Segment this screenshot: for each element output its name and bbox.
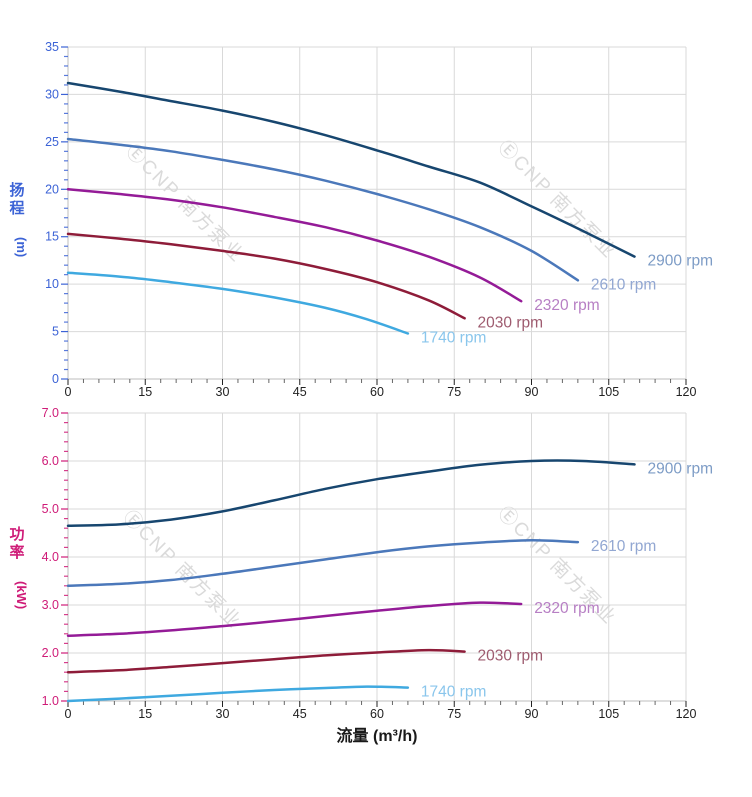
x-tick-label: 120 (676, 385, 697, 399)
watermark-text: ⒺCNP 南方泵业 (121, 140, 248, 267)
x-tick-label: 105 (598, 385, 619, 399)
series-label-2030: 2030 rpm (478, 648, 543, 665)
y-tick-label: 5.0 (42, 502, 59, 516)
y-axis-title-char: 率 (9, 543, 24, 561)
x-axis-title: 流量 (m³/h) (337, 726, 418, 745)
series-label-2610: 2610 rpm (591, 276, 656, 293)
y-tick-label: 2.0 (42, 646, 59, 660)
x-tick-label: 120 (676, 707, 697, 721)
x-tick-label: 0 (65, 385, 72, 399)
y-tick-label: 7.0 (42, 406, 59, 420)
x-tick-label: 90 (525, 385, 539, 399)
x-tick-label: 30 (216, 385, 230, 399)
series-label-2900: 2900 rpm (648, 253, 713, 270)
series-line-2320 (66, 601, 523, 637)
y-tick-label: 3.0 (42, 598, 59, 612)
y-axis-title-unit: (m) (14, 237, 29, 257)
series-line-2030 (66, 648, 466, 674)
x-tick-label: 60 (370, 385, 384, 399)
x-tick-label: 45 (293, 385, 307, 399)
x-tick-label: 105 (598, 707, 619, 721)
y-tick-label: 6.0 (42, 454, 59, 468)
y-axis-title: 功率 (kW) (9, 526, 29, 609)
series-label-1740: 1740 rpm (421, 684, 486, 701)
watermark-text: ⒺCNP 南方泵业 (493, 136, 620, 263)
y-axis-title: 扬程 (m) (9, 181, 29, 257)
x-tick-label: 30 (216, 707, 230, 721)
gridlines (67, 46, 687, 380)
y-tick-label: 1.0 (42, 694, 59, 708)
y-tick-label: 35 (45, 40, 59, 54)
series-line-2030 (66, 232, 466, 320)
y-tick-label: 5 (52, 325, 59, 339)
head-chart: ⒺCNP 南方泵业 ⒺCNP 南方泵业 0 15 30 45 60 75 90 105 120 0 5 1… (9, 40, 712, 399)
axes: 0 15 30 45 60 75 90 105 120 0 5 10 15 20 25 30 35 (45, 40, 696, 399)
watermark-text: ⒺCNP 南方泵业 (118, 506, 245, 633)
x-tick-label: 75 (447, 707, 461, 721)
series-line-2610 (66, 137, 580, 282)
y-tick-label: 15 (45, 230, 59, 244)
y-tick-label: 30 (45, 87, 59, 101)
x-tick-label: 90 (525, 707, 539, 721)
series-label-2030: 2030 rpm (478, 314, 543, 331)
series-line-1740 (66, 685, 410, 703)
series-line-2900 (66, 459, 636, 528)
y-axis-title-char: 功 (9, 526, 24, 543)
x-tick-label: 60 (370, 707, 384, 721)
x-tick-label: 15 (138, 707, 152, 721)
series-label-2900: 2900 rpm (648, 460, 713, 477)
x-tick-label: 15 (138, 385, 152, 399)
x-tick-label: 45 (293, 707, 307, 721)
x-tick-label: 75 (447, 385, 461, 399)
y-tick-label: 0 (52, 372, 59, 386)
x-tick-label: 0 (65, 707, 72, 721)
series-label-2320: 2320 rpm (534, 600, 599, 617)
y-tick-label: 10 (45, 277, 59, 291)
series-line-2320 (66, 188, 523, 303)
series-label-2610: 2610 rpm (591, 538, 656, 555)
y-axis-title-char: 扬 (9, 181, 24, 199)
series-line-2610 (66, 538, 580, 588)
series-label-2320: 2320 rpm (534, 297, 599, 314)
series-line-1740 (66, 271, 410, 335)
y-axis-title-unit: (kW) (14, 581, 29, 609)
y-tick-label: 20 (45, 182, 59, 196)
series-label-1740: 1740 rpm (421, 329, 486, 346)
y-axis-title-char: 程 (9, 200, 24, 217)
axes: 0 15 30 45 60 75 90 105 120 1.0 2.0 3.0 4.0 5.0 6.0 7.0 (42, 406, 697, 721)
y-tick-label: 25 (45, 135, 59, 149)
y-tick-label: 4.0 (42, 550, 59, 564)
series-line-2900 (66, 81, 636, 258)
